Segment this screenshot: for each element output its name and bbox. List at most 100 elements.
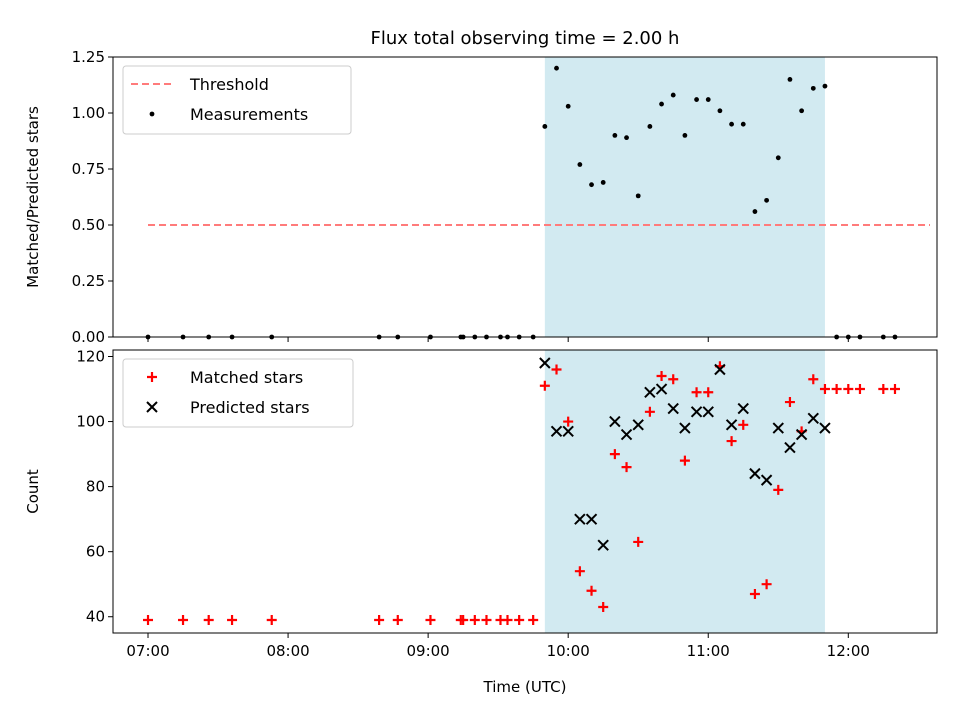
matched-star-point	[481, 614, 492, 625]
predicted-star-point	[597, 539, 609, 551]
measurement-point	[752, 209, 758, 214]
matched-star-point	[633, 536, 644, 547]
matched-star-point	[227, 614, 238, 625]
y-tick-label: 0.25	[72, 272, 105, 290]
measurement-point	[787, 77, 793, 82]
matched-star-point	[668, 374, 679, 385]
matched-star-point	[574, 566, 585, 577]
measurement-point	[810, 85, 816, 91]
matched-star-point	[761, 579, 772, 590]
axes-frame	[112, 349, 938, 634]
predicted-star-point	[749, 467, 761, 480]
matched-star-point	[726, 436, 737, 447]
predicted-star-point	[562, 425, 574, 438]
matched-star-point	[749, 588, 760, 599]
legend	[122, 65, 352, 135]
measurement-point	[647, 124, 653, 129]
measurement-point	[577, 162, 583, 167]
measurement-point	[624, 135, 629, 141]
predicted-star-point	[609, 415, 621, 428]
x-tick-label: 07:00	[126, 642, 169, 660]
legend-marker-swatch	[147, 372, 157, 382]
predicted-star-point	[644, 386, 656, 398]
measurement-point	[729, 121, 734, 127]
legend-label: Measurements	[190, 105, 308, 124]
matched-star-point	[621, 462, 632, 473]
predicted-star-point	[760, 474, 773, 486]
x-axis-label: Time (UTC)	[483, 678, 567, 696]
matched-star-point	[502, 614, 513, 625]
matched-star-point	[551, 364, 562, 375]
predicted-star-point	[807, 412, 819, 425]
measurement-point	[717, 108, 723, 114]
measurement-point	[764, 197, 769, 203]
matched-star-point	[586, 585, 597, 596]
matched-star-point	[514, 614, 525, 625]
predicted-star-point	[574, 513, 586, 525]
measurement-point	[775, 155, 781, 161]
predicted-star-point	[539, 357, 551, 369]
y-tick-label: 0.00	[72, 328, 105, 346]
measurement-point	[612, 133, 618, 138]
predicted-star-point	[784, 441, 796, 454]
matched-star-point	[609, 449, 620, 460]
measurement-point	[670, 92, 676, 98]
matched-star-point	[392, 614, 403, 625]
matched-star-point	[374, 614, 385, 625]
predicted-star-point	[714, 363, 726, 376]
measurement-point	[554, 65, 559, 71]
matched-star-point	[644, 406, 655, 417]
measurement-point	[635, 193, 641, 199]
matched-star-point	[889, 384, 900, 395]
matched-star-point	[539, 380, 550, 391]
measurement-point	[799, 108, 805, 114]
y-tick-label: 100	[76, 413, 105, 431]
predicted-star-point	[620, 428, 633, 441]
star-count-panel: 40 60 80 100 120 07:00 08:00 09:00 10:00 11:00 12:…	[24, 348, 938, 696]
measurement-point	[600, 180, 606, 185]
matched-star-point	[266, 614, 277, 625]
y-tick-label: 80	[86, 478, 105, 496]
matched-star-point	[679, 455, 690, 466]
matched-star-point	[178, 614, 189, 625]
x-tick-label: 09:00	[407, 642, 450, 660]
measurement-point	[822, 83, 828, 89]
y-tick-label: 0.75	[72, 160, 105, 178]
matched-star-point	[691, 387, 702, 398]
y-tick-label: 0.50	[72, 216, 105, 234]
matched-star-point	[831, 384, 842, 395]
chart-title: Flux total observing time = 2.00 h	[371, 28, 680, 49]
legend-marker-swatch	[146, 401, 158, 413]
predicted-star-point	[655, 383, 668, 395]
matched-star-point	[425, 614, 436, 625]
y-tick-label: 60	[86, 543, 105, 561]
legend-marker-swatch	[149, 111, 155, 117]
measurement-point	[694, 97, 699, 102]
matched-star-point	[469, 614, 480, 625]
y-axis-label: Count	[24, 469, 42, 514]
y-axis-label: Matched/Predicted stars	[24, 106, 42, 288]
measurement-point	[705, 97, 711, 102]
predicted-star-point	[702, 406, 714, 418]
matched-star-point	[458, 614, 469, 625]
predicted-star-point	[690, 406, 703, 418]
predicted-star-point	[819, 422, 831, 434]
x-tick-label: 10:00	[547, 642, 590, 660]
y-tick-label: 120	[76, 348, 105, 366]
matched-star-point	[598, 601, 609, 612]
x-tick-label: 12:00	[827, 642, 870, 660]
legend	[122, 358, 354, 428]
matched-star-point	[854, 384, 865, 395]
flux-ratio-panel: 0.00 0.25 0.50 0.75 1.00 1.25 Matched/Predicte…	[24, 28, 938, 346]
predicted-star-point	[667, 402, 679, 415]
matched-star-point	[563, 416, 574, 427]
x-tick-label: 11:00	[687, 642, 730, 660]
predicted-star-point	[795, 428, 808, 441]
measurement-point	[565, 103, 571, 109]
matched-star-point	[143, 614, 154, 625]
measurement-point	[659, 101, 664, 107]
predicted-star-point	[632, 419, 644, 431]
predicted-star-point	[725, 419, 738, 431]
x-tick-label: 08:00	[266, 642, 309, 660]
